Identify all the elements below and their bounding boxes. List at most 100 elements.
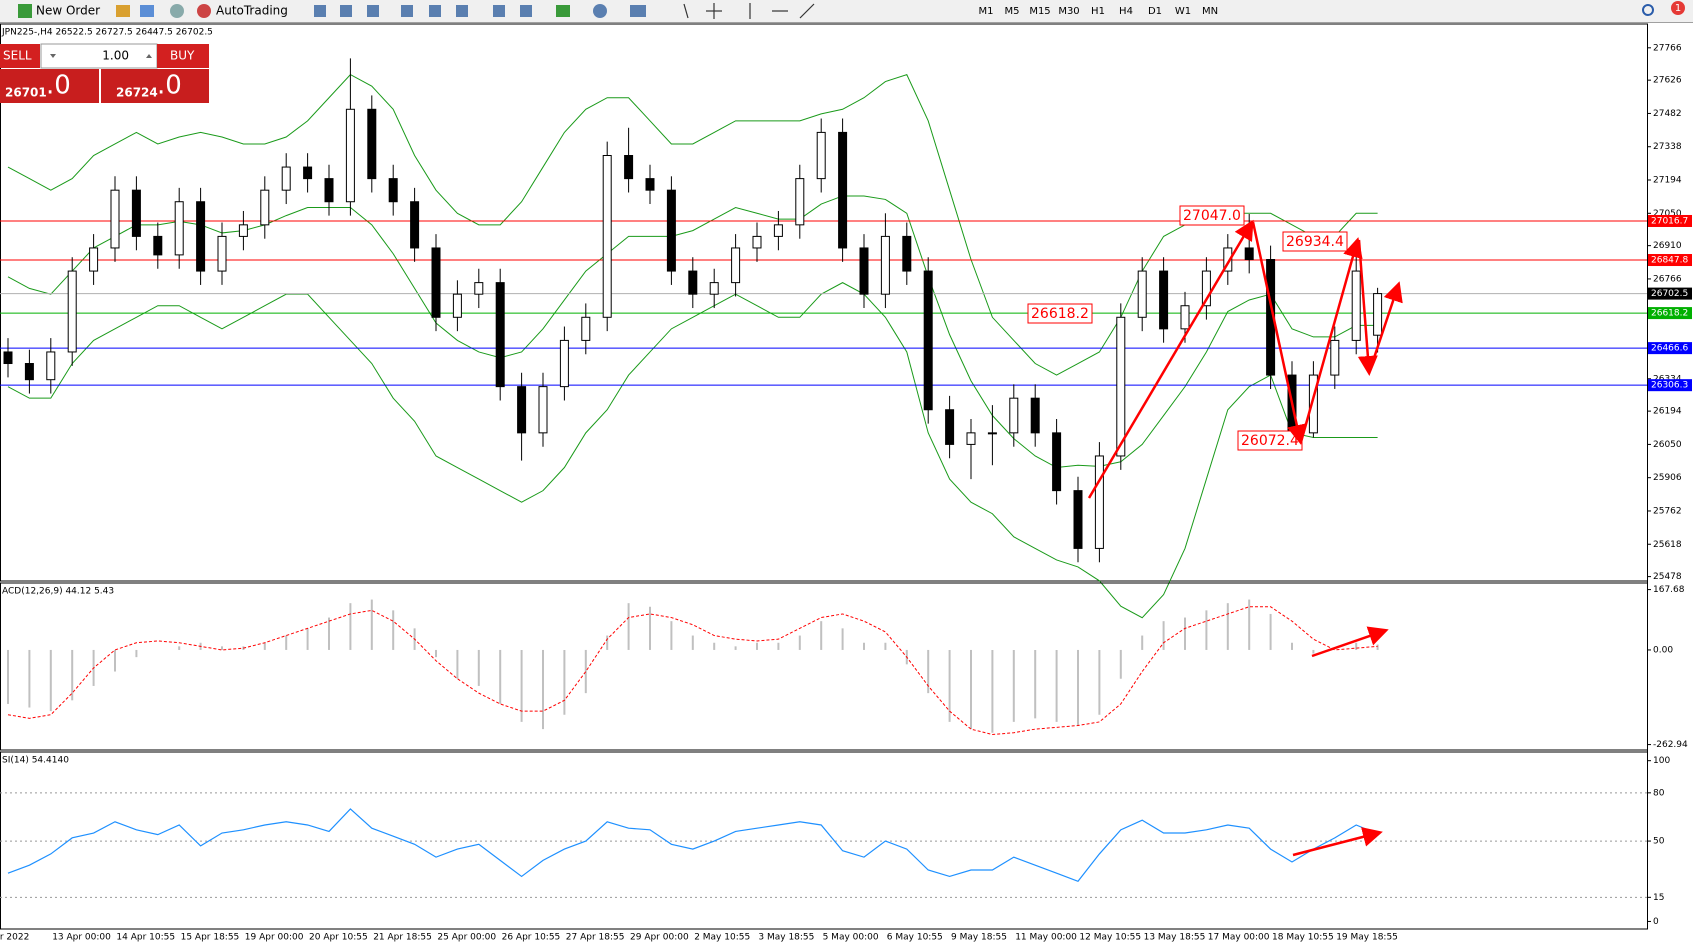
annotation: 26934.4 (1286, 234, 1344, 250)
tool-icon[interactable] (367, 5, 379, 17)
y-tick-label: 167.68 (1653, 585, 1685, 595)
arrow (1087, 219, 1254, 499)
tool-icon[interactable] (556, 5, 570, 17)
candle-body (902, 235, 912, 272)
y-tick-label: 27482 (1653, 109, 1682, 119)
tool-icon[interactable] (140, 5, 154, 17)
timeframe-button[interactable]: H4 (1119, 6, 1133, 17)
cursor-tool[interactable] (683, 3, 689, 19)
tool-icon[interactable] (340, 5, 352, 17)
candle-body (67, 270, 77, 353)
tool-icon[interactable] (593, 4, 607, 18)
tool-icon[interactable] (493, 5, 505, 17)
level-tag (1648, 342, 1692, 355)
level-tag (1648, 214, 1692, 227)
search-icon[interactable] (1642, 4, 1654, 16)
timeframe-button[interactable]: M30 (1058, 6, 1079, 17)
y-tick-label: 27194 (1653, 176, 1682, 186)
x-tick-label: 19 Apr 00:00 (245, 933, 304, 943)
candle-body (1009, 397, 1019, 434)
sell-label[interactable]: SELL (3, 49, 32, 63)
candle-body (923, 270, 933, 411)
candle-body (238, 224, 248, 237)
timeframe-button[interactable]: W1 (1175, 6, 1191, 17)
y-tick-label: 25478 (1653, 572, 1682, 582)
toolbar-bg (0, 0, 1693, 22)
level-tag (1648, 379, 1692, 392)
timeframe-button[interactable]: M15 (1029, 6, 1050, 17)
x-tick-label: 5 May 00:00 (823, 933, 879, 943)
tool-icon[interactable] (456, 5, 468, 17)
y-tick-label: -262.94 (1653, 740, 1688, 750)
timeframe-button[interactable]: H1 (1091, 6, 1105, 17)
x-tick-label: 19 May 18:55 (1336, 933, 1398, 943)
candle-body (1030, 397, 1040, 434)
bollinger-upper (7, 73, 1378, 376)
tool-icon[interactable] (429, 5, 441, 17)
buy-button[interactable] (157, 44, 209, 68)
x-tick-label: 27 Apr 18:55 (566, 933, 625, 943)
new-order-button[interactable]: New Order (36, 4, 100, 18)
chart-window: JPN225-,H4 26522.5 26727.5 26447.5 26702… (0, 23, 1692, 943)
level-label: 26702.5 (1651, 289, 1688, 299)
lot-down[interactable] (50, 54, 56, 58)
candle-body (987, 432, 997, 435)
candle-body (1159, 270, 1169, 330)
candle-body (1116, 316, 1126, 457)
new-order-icon[interactable] (18, 4, 32, 18)
trendline-tool[interactable] (799, 3, 815, 19)
candle-body (174, 201, 184, 256)
candle-body (24, 363, 34, 381)
candle-body (3, 351, 13, 365)
tool-icon[interactable] (401, 5, 413, 17)
tool-icon[interactable] (116, 5, 130, 17)
candle-body (345, 108, 355, 203)
timeframe-button[interactable]: M5 (1005, 6, 1020, 17)
tool-icon[interactable] (170, 4, 184, 18)
sell-button[interactable] (0, 44, 40, 68)
tool-icon[interactable] (630, 5, 646, 17)
y-tick-label: 100 (1653, 756, 1670, 766)
candle-body (538, 386, 548, 434)
panel-frame (0, 751, 1648, 930)
notification-badge[interactable] (1671, 1, 1685, 15)
candle-body (666, 189, 676, 272)
tool-icon[interactable] (314, 5, 326, 17)
level-label: 26618.2 (1651, 309, 1688, 319)
timeframe-button[interactable]: MN (1202, 6, 1218, 17)
candle-body (1373, 293, 1383, 336)
y-tick-label: 26766 (1653, 274, 1682, 284)
tool-icon[interactable] (520, 5, 532, 17)
x-tick-label: 11 May 00:00 (1015, 933, 1077, 943)
ask-box[interactable] (101, 69, 209, 103)
candle-body (46, 351, 56, 381)
x-tick-label: 17 May 00:00 (1208, 933, 1270, 943)
lot-input[interactable] (40, 43, 158, 69)
bid-price: 26701 (5, 86, 47, 100)
candle-body (1244, 247, 1254, 261)
buy-label[interactable]: BUY (170, 49, 195, 63)
candle-body (495, 282, 505, 388)
bid-box[interactable] (0, 69, 99, 103)
timeframe-button[interactable]: M1 (979, 6, 994, 17)
candle-body (303, 166, 313, 180)
lot-value[interactable]: 1.00 (102, 49, 129, 63)
annotation: 26618.2 (1031, 306, 1089, 322)
autotrading-icon[interactable] (197, 4, 211, 18)
x-tick-label: 14 Apr 10:55 (116, 933, 175, 943)
candle-body (131, 189, 141, 237)
x-tick-label: 18 May 10:55 (1272, 933, 1334, 943)
autotrading-button[interactable]: AutoTrading (216, 4, 288, 18)
timeframe-button[interactable]: D1 (1148, 6, 1162, 17)
level-label: 26847.8 (1651, 256, 1688, 266)
y-tick-label: 0 (1653, 917, 1659, 927)
panel-frame (0, 582, 1648, 751)
candle-body (1330, 339, 1340, 376)
level-label: 26306.3 (1651, 381, 1688, 391)
panel-info: ACD(12,26,9) 44.12 5.43 (2, 587, 114, 597)
candle-body (410, 201, 420, 249)
lot-up[interactable] (146, 54, 152, 58)
timeframe-group: M1 M5 M15 M30 H1 H4 D1 W1 MN (979, 6, 1219, 17)
candle-body (602, 155, 612, 318)
